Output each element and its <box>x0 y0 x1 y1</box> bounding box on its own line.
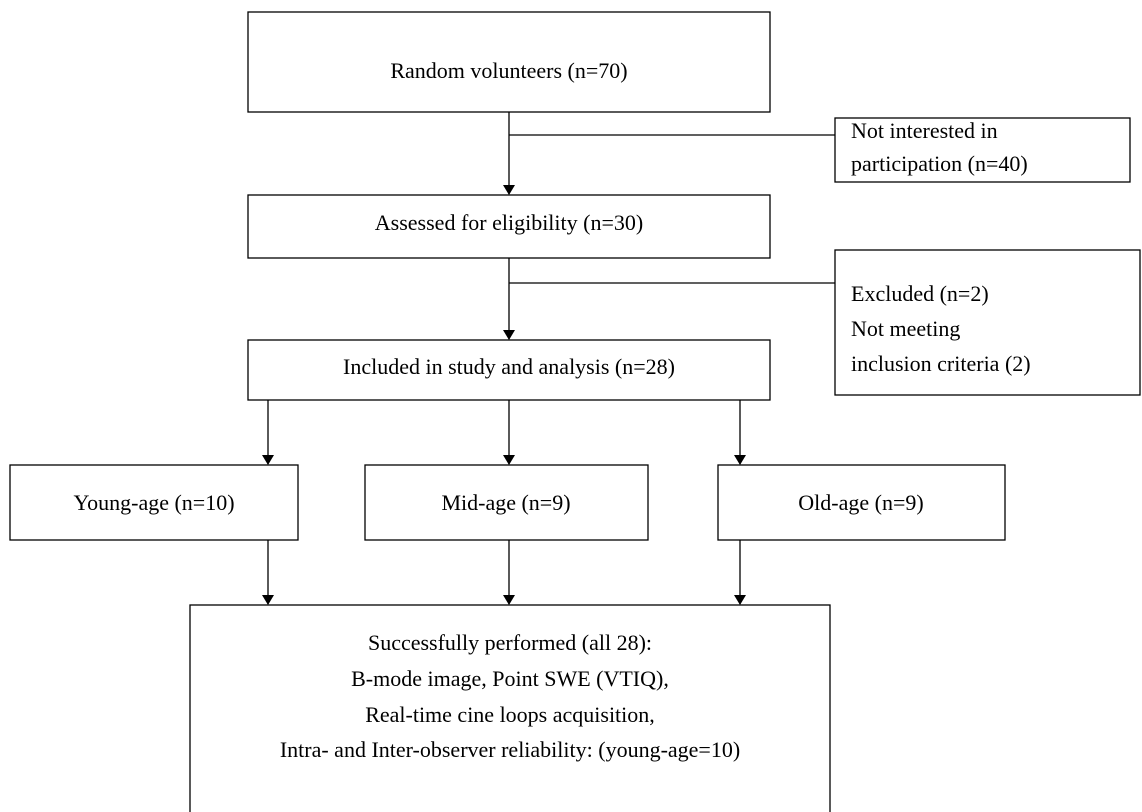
box <box>189 604 831 812</box>
box-text: Young-age (n=10) <box>73 490 234 515</box>
connectors <box>262 112 835 605</box>
box <box>247 11 771 113</box>
box-text: Mid-age (n=9) <box>441 490 570 515</box>
box <box>247 339 771 401</box>
box-text: Real-time cine loops acquisition, <box>365 702 655 727</box>
box-text: Excluded (n=2) <box>851 281 989 306</box>
box-text: B-mode image, Point SWE (VTIQ), <box>351 666 669 691</box>
box-text: Successfully performed (all 28): <box>368 630 652 655</box>
box <box>717 464 1006 541</box>
box-text: Old-age (n=9) <box>798 490 923 515</box>
box <box>364 464 649 541</box>
box-text: participation (n=40) <box>851 151 1028 176</box>
box <box>834 117 1131 183</box>
box-text: Not interested in <box>851 118 998 143</box>
box <box>9 464 299 541</box>
box-text: Not meeting <box>851 316 960 341</box>
box-text: Random volunteers (n=70) <box>390 58 627 83</box>
box-text: Intra- and Inter-observer reliability: (… <box>280 737 740 762</box>
box <box>247 194 771 259</box>
box-text: Assessed for eligibility (n=30) <box>375 210 643 235</box>
box-text: inclusion criteria (2) <box>851 351 1031 376</box>
box <box>834 249 1141 396</box>
box-text: Included in study and analysis (n=28) <box>343 354 675 379</box>
